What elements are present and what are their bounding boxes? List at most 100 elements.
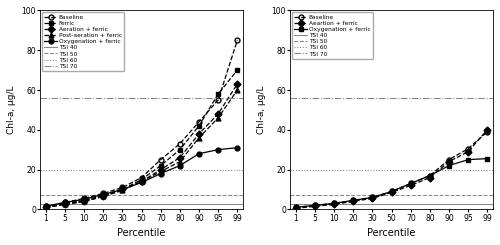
Ferric [234, 69, 240, 72]
Baseline [81, 197, 87, 200]
TSI 70 [312, 97, 318, 99]
Oxygenation + ferric [446, 164, 452, 167]
Line: Ferric: Ferric [44, 68, 240, 209]
TSI 60 [43, 168, 49, 171]
TSI 40 [312, 203, 318, 206]
Baseline [446, 158, 452, 161]
X-axis label: Percentile: Percentile [368, 228, 416, 238]
Baseline [427, 174, 433, 177]
Y-axis label: Chl-a, μg/L: Chl-a, μg/L [257, 86, 266, 134]
TSI 40 [43, 203, 49, 206]
Aeration + ferric [138, 180, 144, 183]
Oxygenation + ferric [100, 193, 106, 196]
Oxygenation + ferric [234, 146, 240, 149]
Post-aeration + ferric [177, 160, 183, 163]
Oxygenation + ferric [484, 157, 490, 160]
Aeration + ferric [158, 168, 164, 171]
Oxygenation + ferric [312, 204, 318, 207]
Aeartion + ferric [446, 160, 452, 163]
TSI 50 [62, 193, 68, 196]
Post-aeration + ferric [158, 170, 164, 173]
Ferric [81, 199, 87, 202]
Aeartion + ferric [408, 184, 414, 187]
Oxygenation + ferric [293, 206, 299, 209]
Aeartion + ferric [484, 128, 490, 131]
Line: Post-aeration + ferric: Post-aeration + ferric [44, 87, 240, 210]
Aeartion + ferric [388, 191, 394, 194]
Baseline [350, 199, 356, 202]
Ferric [215, 93, 221, 96]
Line: Oxygenation + ferric: Oxygenation + ferric [44, 145, 240, 209]
Aeartion + ferric [331, 203, 337, 206]
Oxygenation + ferric [177, 164, 183, 167]
Line: Oxygenation + ferric: Oxygenation + ferric [294, 156, 490, 210]
Ferric [100, 194, 106, 197]
TSI 50 [293, 193, 299, 196]
Aeration + ferric [81, 200, 87, 203]
Oxygenation + ferric [350, 199, 356, 202]
Oxygenation + ferric [388, 190, 394, 193]
Post-aeration + ferric [43, 206, 49, 209]
Aeration + ferric [177, 156, 183, 159]
Line: Baseline: Baseline [44, 38, 240, 209]
Post-aeration + ferric [62, 203, 68, 206]
Baseline [312, 204, 318, 207]
Aeartion + ferric [350, 200, 356, 203]
Ferric [196, 124, 202, 127]
Baseline [100, 192, 106, 195]
TSI 60 [293, 168, 299, 171]
Ferric [120, 188, 126, 191]
Baseline [388, 190, 394, 193]
TSI 40 [293, 203, 299, 206]
Ferric [138, 178, 144, 181]
Aeration + ferric [43, 206, 49, 209]
Aeration + ferric [100, 195, 106, 198]
Baseline [43, 205, 49, 208]
Aeration + ferric [215, 112, 221, 115]
Baseline [331, 202, 337, 205]
TSI 60 [62, 168, 68, 171]
Oxygenation + ferric [215, 148, 221, 151]
Line: Baseline: Baseline [294, 129, 490, 210]
Baseline [62, 201, 68, 204]
Oxygenation + ferric [138, 181, 144, 184]
Baseline [158, 158, 164, 161]
Oxygenation + ferric [408, 182, 414, 185]
Y-axis label: Chl-a, μg/L: Chl-a, μg/L [7, 86, 16, 134]
Ferric [62, 202, 68, 205]
Baseline [408, 182, 414, 185]
Oxygenation + ferric [370, 196, 376, 199]
TSI 50 [43, 193, 49, 196]
Post-aeration + ferric [120, 189, 126, 192]
Line: Aeartion + ferric: Aeartion + ferric [294, 127, 490, 211]
TSI 50 [312, 193, 318, 196]
Post-aeration + ferric [215, 116, 221, 119]
Post-aeration + ferric [138, 180, 144, 183]
Legend: Baseline, Ferric, Aeration + ferric, Post-aeration + ferric, Oxygenation + ferri: Baseline, Ferric, Aeration + ferric, Pos… [42, 12, 124, 71]
Baseline [234, 39, 240, 42]
X-axis label: Percentile: Percentile [118, 228, 166, 238]
Oxygenation + ferric [465, 158, 471, 161]
TSI 40 [62, 203, 68, 206]
Oxygenation + ferric [81, 198, 87, 201]
Oxygenation + ferric [331, 202, 337, 205]
Ferric [158, 164, 164, 167]
Oxygenation + ferric [196, 152, 202, 155]
Aeration + ferric [196, 132, 202, 135]
Post-aeration + ferric [81, 200, 87, 203]
Baseline [196, 120, 202, 123]
Baseline [177, 142, 183, 145]
Aeration + ferric [234, 83, 240, 86]
TSI 70 [62, 97, 68, 99]
Baseline [484, 130, 490, 133]
Baseline [370, 196, 376, 199]
Oxygenation + ferric [62, 201, 68, 204]
TSI 70 [293, 97, 299, 99]
Aeartion + ferric [465, 150, 471, 153]
Aeartion + ferric [427, 176, 433, 179]
TSI 60 [312, 168, 318, 171]
Aeration + ferric [120, 188, 126, 191]
Aeartion + ferric [370, 197, 376, 200]
Baseline [293, 206, 299, 209]
Post-aeration + ferric [196, 136, 202, 139]
